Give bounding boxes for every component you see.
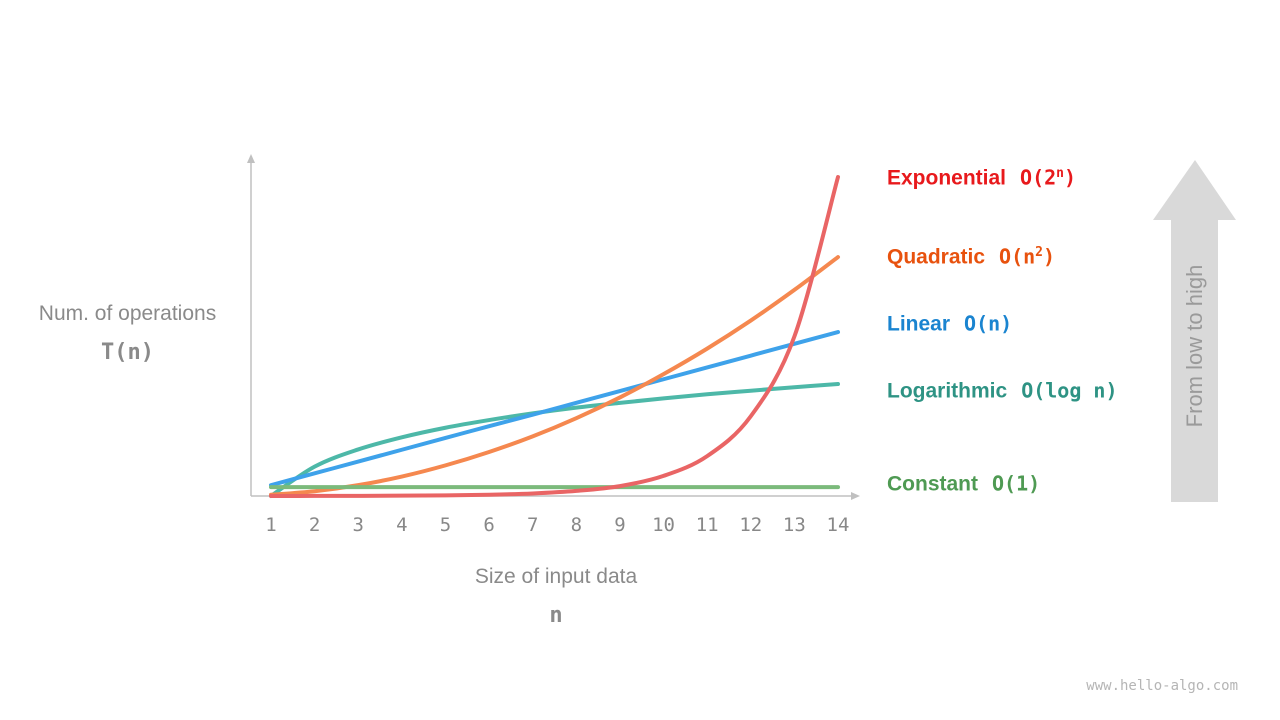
linear-curve bbox=[269, 330, 840, 488]
x-tick-label: 11 bbox=[695, 514, 719, 536]
x-tick-label: 5 bbox=[439, 514, 452, 536]
series-name: Linear bbox=[887, 312, 951, 336]
quadratic-label: Quadratic O(n2) bbox=[887, 245, 1055, 270]
watermark: www.hello-algo.com bbox=[1086, 678, 1238, 694]
y-axis-label: Num. of operations bbox=[38, 302, 217, 325]
x-axis-label: Size of input data bbox=[474, 565, 638, 588]
y-axis bbox=[247, 154, 255, 496]
big-o-notation: O(1) bbox=[992, 471, 1041, 496]
x-tick-label: 7 bbox=[526, 514, 539, 536]
constant-label: Constant O(1) bbox=[887, 472, 1040, 497]
x-tick-label: 12 bbox=[739, 514, 763, 536]
x-tick-label: 1 bbox=[265, 514, 277, 536]
up-arrow bbox=[1153, 160, 1236, 502]
quadratic-curve bbox=[269, 255, 840, 497]
exponential-label: Exponential O(2n) bbox=[887, 166, 1076, 191]
big-o-notation: O(n2) bbox=[999, 244, 1056, 269]
x-tick-label: 14 bbox=[826, 514, 850, 536]
x-tick-label: 3 bbox=[352, 514, 364, 536]
x-tick-label: 4 bbox=[396, 514, 408, 536]
exponential-curve bbox=[269, 175, 840, 498]
x-tick-label: 13 bbox=[782, 514, 806, 536]
series-name: Exponential bbox=[887, 166, 1007, 190]
x-tick-label: 2 bbox=[308, 514, 321, 536]
x-tick-label: 8 bbox=[570, 514, 583, 536]
x-tick-label: 10 bbox=[652, 514, 675, 536]
logarithmic-curve bbox=[269, 382, 840, 498]
low-to-high-annotation: From low to high bbox=[1182, 264, 1207, 428]
x-axis-symbol: n bbox=[549, 603, 563, 628]
series-name: Quadratic bbox=[887, 245, 986, 269]
x-tick-label: 6 bbox=[483, 514, 495, 536]
x-tick-label: 9 bbox=[614, 514, 626, 536]
big-o-notation: O(2n) bbox=[1020, 165, 1077, 190]
y-axis-symbol: T(n) bbox=[101, 340, 154, 365]
linear-label: Linear O(n) bbox=[887, 312, 1012, 337]
series-name: Constant bbox=[887, 472, 978, 496]
series-name: Logarithmic bbox=[887, 379, 1008, 403]
logarithmic-label: Logarithmic O(log n) bbox=[887, 379, 1118, 404]
big-o-notation: O(n) bbox=[964, 311, 1013, 336]
big-o-notation: O(log n) bbox=[1021, 378, 1118, 403]
